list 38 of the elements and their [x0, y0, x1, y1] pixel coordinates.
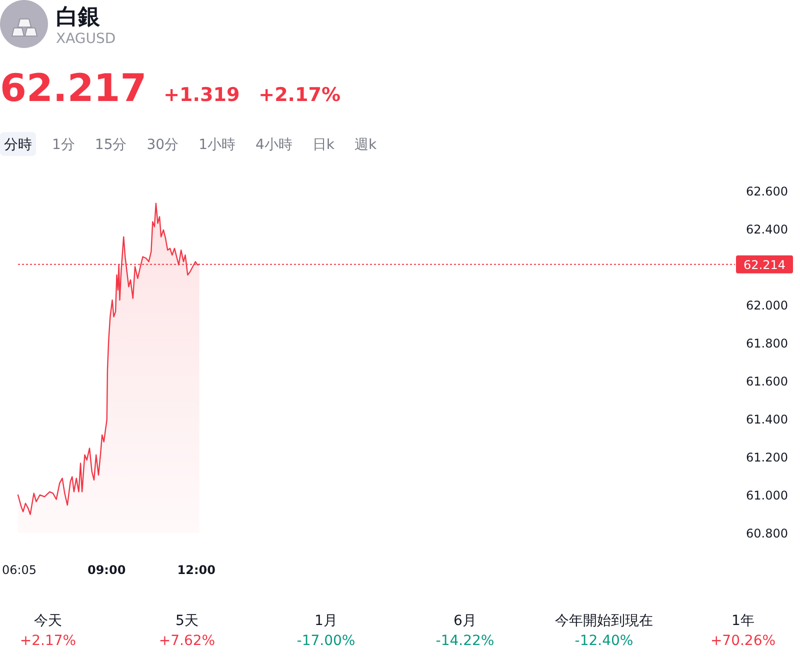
category-label: 1分: [52, 137, 75, 153]
text: +2.17%: [258, 84, 341, 106]
category-label: 週k: [354, 137, 378, 153]
text: +7.62%: [158, 633, 216, 649]
category-label: 6月: [454, 613, 476, 629]
y-tick-label: 62.000: [746, 298, 788, 312]
text: +1.319: [164, 84, 240, 106]
category-label: 30分: [146, 137, 179, 153]
y-tick-label: 62.400: [746, 222, 788, 236]
text: +70.26%: [710, 633, 776, 649]
y-tick-label: 61.400: [746, 412, 788, 426]
x-tick-label: 06:05: [2, 563, 37, 577]
y-tick-label: 61.000: [746, 488, 788, 502]
y-tick-label: 61.800: [746, 336, 788, 350]
y-tick-label: 61.200: [746, 450, 788, 464]
category-label: 今年開始到現在: [555, 613, 653, 629]
text: -12.40%: [574, 633, 634, 649]
category-label: 1年: [732, 613, 754, 629]
y-tick-label: 61.600: [746, 374, 788, 388]
x-tick-label: 12:00: [177, 563, 216, 577]
category-label: 5天: [176, 613, 198, 629]
text: XAGUSD: [56, 31, 116, 47]
y-tick-label: 62.600: [746, 184, 788, 198]
category-label: 1月: [314, 613, 338, 629]
category-label: 15分: [94, 137, 127, 153]
ref-line-label: 62.214: [744, 258, 786, 272]
y-tick-label: 60.800: [746, 526, 788, 540]
x-tick-label: 09:00: [87, 563, 126, 577]
category-label: 日k: [312, 137, 336, 153]
text: 62.217: [0, 66, 147, 110]
text: -14.22%: [436, 633, 494, 649]
category-label: 分時: [4, 137, 32, 153]
category-label: 1小時: [198, 137, 236, 153]
category-label: 4小時: [256, 137, 292, 153]
category-label: 今天: [34, 613, 62, 629]
text: -17.00%: [296, 633, 356, 649]
text: 白銀: [56, 5, 101, 30]
text: +2.17%: [20, 633, 76, 649]
